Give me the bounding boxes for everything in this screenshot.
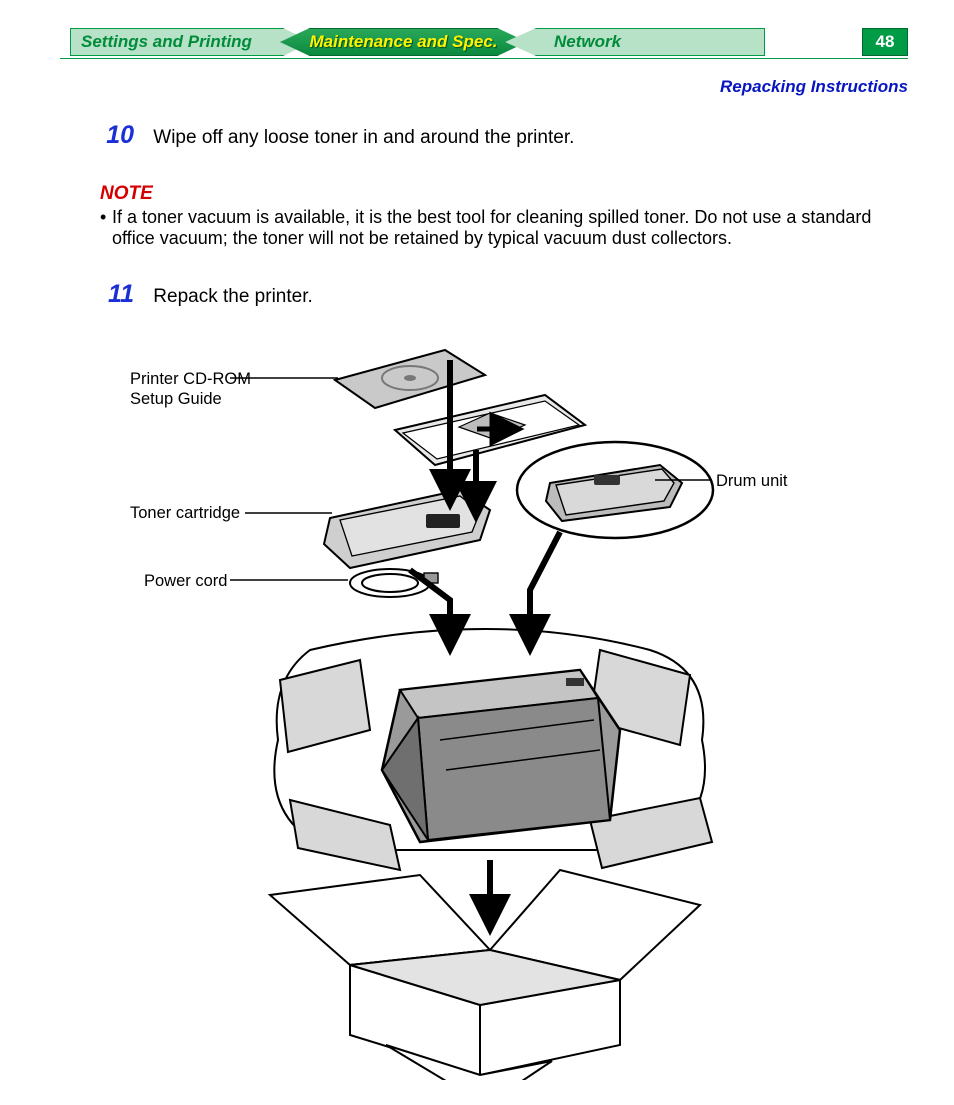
diagram-svg [100,340,860,1080]
tab-network[interactable]: Network [505,28,765,56]
label-power-cord: Power cord [144,572,227,591]
step-number: 11 [98,280,134,309]
tab-bar: Settings and Printing Maintenance and Sp… [60,28,908,58]
step-10: 10 Wipe off any loose toner in and aroun… [98,121,908,150]
page-number-badge: 48 [862,28,908,56]
tab-label: Settings and Printing [81,32,252,52]
label-toner-cartridge: Toner cartridge [130,504,240,523]
tab-settings-and-printing[interactable]: Settings and Printing [70,28,312,56]
step-text: Repack the printer. [153,286,312,307]
label-drum-unit: Drum unit [716,472,788,491]
tab-label: Maintenance and Spec. [310,32,498,52]
step-11: 11 Repack the printer. [98,280,908,309]
note-bullet: • If a toner vacuum is available, it is … [100,207,908,249]
note-title: NOTE [100,183,908,205]
header-rule [60,58,908,59]
step-number: 10 [98,121,134,150]
tab-label: Network [554,32,621,52]
section-heading-link[interactable]: Repacking Instructions [720,77,908,97]
label-cd-rom: Printer CD-ROM [130,370,251,389]
note-body: If a toner vacuum is available, it is th… [112,207,908,249]
label-setup-guide: Setup Guide [130,390,222,409]
repacking-diagram: Printer CD-ROM Setup Guide Toner cartrid… [100,340,860,1080]
note-block: NOTE • If a toner vacuum is available, i… [100,183,908,249]
tab-maintenance-and-spec[interactable]: Maintenance and Spec. [280,28,527,56]
step-text: Wipe off any loose toner in and around t… [153,127,574,148]
page-number: 48 [876,32,895,52]
bullet-dot: • [100,207,112,249]
